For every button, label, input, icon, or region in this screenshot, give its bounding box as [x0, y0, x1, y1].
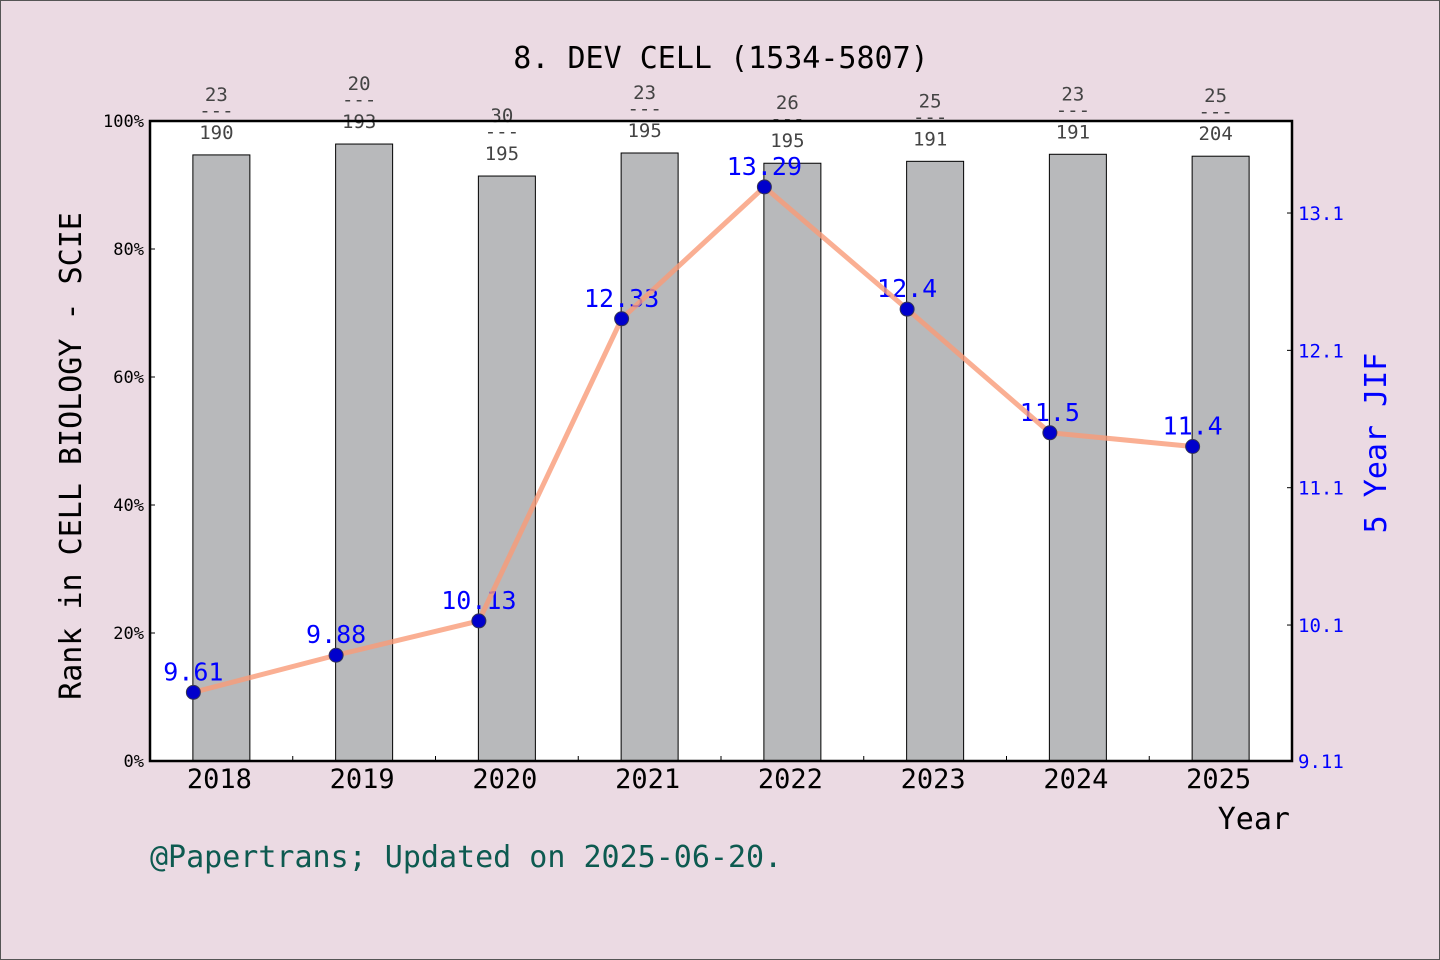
x-axis-label: Year	[1218, 802, 1290, 837]
rank-separator: ---	[199, 100, 233, 122]
jif-label: 13.29	[727, 152, 802, 181]
y-left-tick-label: 0%	[124, 752, 144, 772]
y-right-tick-label: 11.1	[1298, 478, 1344, 500]
rank-separator: ---	[485, 121, 519, 143]
y-left-tick-label: 20%	[113, 624, 144, 644]
rank-separator: ---	[913, 106, 947, 128]
jif-marker	[1185, 438, 1201, 454]
jif-label: 12.33	[584, 284, 659, 313]
jif-marker	[328, 647, 344, 663]
bar-2025	[1191, 155, 1250, 762]
jif-marker	[1042, 425, 1058, 441]
jif-label: 10.13	[441, 586, 516, 615]
y-left-tick-label: 40%	[113, 496, 144, 516]
y-right-tick-label: 13.1	[1298, 203, 1344, 225]
rank-label: 20	[348, 73, 371, 95]
rank-label: 23	[205, 84, 228, 106]
total-label: 195	[485, 143, 519, 165]
y-axis-left-label: Rank in CELL BIOLOGY - SCIE	[54, 212, 89, 700]
bar-2022	[763, 162, 822, 762]
x-tick-label: 2019	[330, 764, 395, 795]
footer-credit: @Papertrans; Updated on 2025-06-20.	[150, 840, 782, 875]
y-right-tick-label: 12.1	[1298, 340, 1344, 362]
y-axis-right-label: 5 Year JIF	[1359, 353, 1394, 534]
jif-marker	[471, 613, 487, 629]
x-tick-label: 2022	[758, 764, 823, 795]
y-left-tick-label: 100%	[103, 112, 144, 132]
total-label: 195	[770, 130, 804, 152]
rank-separator: ---	[770, 108, 804, 130]
jif-marker	[899, 301, 915, 317]
y-right-tick-label: 10.1	[1298, 615, 1344, 637]
y-left-tick-label: 60%	[113, 368, 144, 388]
rank-label: 25	[1204, 85, 1227, 107]
rank-separator: ---	[342, 89, 376, 111]
rank-label: 26	[776, 92, 799, 114]
rank-label: 23	[1061, 83, 1084, 105]
bar-2019	[335, 143, 394, 762]
jif-marker	[756, 179, 772, 195]
bar-2021	[620, 152, 679, 762]
chart-title: 8. DEV CELL (1534-5807)	[513, 41, 928, 76]
jif-label: 9.61	[163, 657, 223, 686]
bar-2024	[1048, 153, 1107, 762]
rank-separator: ---	[627, 98, 661, 120]
x-tick-label: 2018	[187, 764, 252, 795]
bar-2023	[906, 160, 965, 762]
rank-label: 25	[919, 90, 942, 112]
rank-separator: ---	[1056, 99, 1090, 121]
total-label: 195	[627, 120, 661, 142]
rank-separator: ---	[1198, 101, 1232, 123]
jif-line	[192, 183, 1193, 695]
x-tick-label: 2020	[472, 764, 537, 795]
jif-label: 9.88	[306, 620, 366, 649]
total-label: 204	[1198, 123, 1232, 145]
x-tick-label: 2024	[1043, 764, 1108, 795]
x-tick-label: 2023	[901, 764, 966, 795]
jif-marker	[614, 311, 630, 327]
jif-marker	[185, 684, 201, 700]
x-tick-label: 2021	[615, 764, 680, 795]
total-label: 190	[199, 122, 233, 144]
bar-2020	[477, 175, 536, 762]
y-right-tick-label: 9.11	[1298, 751, 1344, 773]
total-label: 191	[1056, 121, 1090, 143]
rank-label: 23	[633, 82, 656, 104]
x-tick-label: 2025	[1186, 764, 1251, 795]
bar-2018	[192, 154, 251, 762]
total-label: 191	[913, 128, 947, 150]
y-left-tick-label: 80%	[113, 240, 144, 260]
jif-label: 12.4	[877, 274, 937, 303]
jif-label: 11.4	[1163, 411, 1223, 440]
